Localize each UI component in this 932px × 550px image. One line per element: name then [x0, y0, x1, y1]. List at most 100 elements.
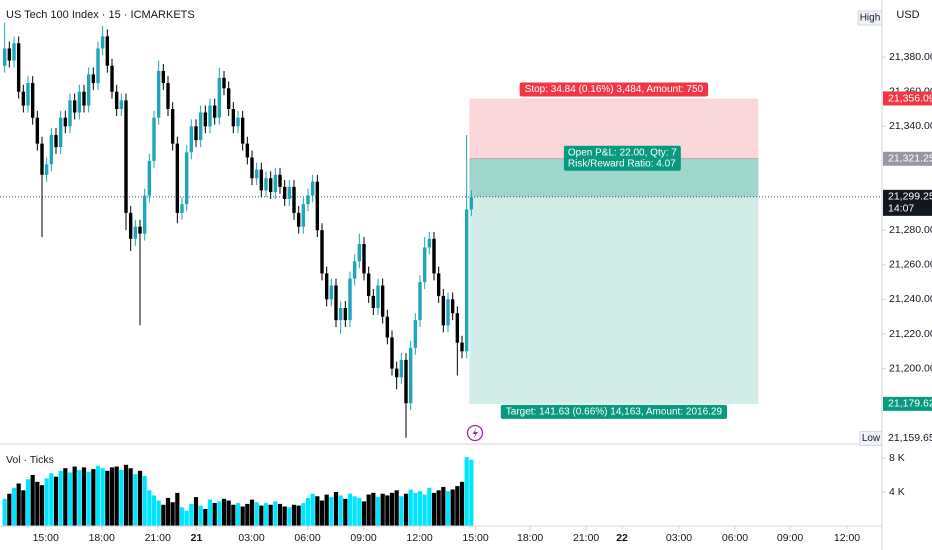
candle-body — [133, 226, 138, 239]
last-price: 21,299.25 — [888, 191, 932, 203]
volume-bar — [371, 492, 376, 526]
candle-body — [464, 209, 469, 352]
volume-bar — [189, 503, 194, 526]
candle-body — [324, 273, 329, 300]
volume-bar — [128, 468, 133, 526]
x-tick-label: 21:00 — [145, 532, 171, 544]
candle-body — [226, 88, 231, 110]
volume-bar — [161, 504, 166, 526]
candle-body — [40, 143, 44, 175]
volume-bar — [436, 490, 441, 526]
target-label-bg — [500, 404, 728, 419]
volume-bar — [329, 497, 334, 526]
volume-bar — [11, 487, 17, 526]
candle-body — [418, 282, 422, 321]
stop-label-bg — [519, 82, 709, 97]
volume-bar — [25, 479, 31, 526]
volume-bar — [184, 510, 189, 526]
candle-body — [315, 181, 320, 231]
candle-body — [152, 117, 156, 161]
candle-body — [469, 197, 474, 210]
volume-bar — [450, 489, 455, 526]
candle-body — [385, 316, 390, 338]
volume-bar — [469, 459, 474, 526]
candle-body — [138, 226, 142, 234]
volume-bar — [455, 486, 460, 526]
x-tick-label: 18:00 — [89, 532, 115, 544]
candle-body — [408, 347, 413, 404]
x-tick-label: 21 — [191, 532, 203, 544]
volume-bar — [357, 497, 362, 526]
stop-price-bg — [883, 91, 932, 106]
volume-bar — [338, 495, 343, 526]
candle-body — [212, 105, 217, 118]
candle-body — [2, 48, 7, 66]
candle-body — [334, 285, 338, 321]
volume-bar — [58, 470, 63, 526]
volume-bar — [427, 487, 432, 526]
candle-body — [175, 143, 180, 213]
candle-body — [236, 117, 240, 127]
candle-body — [217, 77, 222, 118]
candle-body — [259, 169, 264, 191]
volume-bar — [147, 490, 152, 526]
candle-body — [436, 273, 441, 296]
volume-bar — [296, 505, 301, 526]
volume-bar — [91, 469, 96, 526]
volume-bar — [170, 502, 175, 526]
candle-body — [268, 178, 273, 193]
candle-body — [114, 91, 119, 110]
x-tick-label: 09:00 — [777, 532, 803, 544]
volume-bar — [95, 465, 101, 526]
candle-body — [147, 160, 152, 196]
volume-bar — [240, 506, 245, 526]
candle-body — [301, 204, 306, 227]
volume-bar — [123, 464, 129, 526]
x-tick-label: 18:00 — [517, 532, 543, 544]
volume-bar — [366, 494, 371, 526]
candle-body — [194, 126, 198, 141]
candle-body — [254, 169, 259, 179]
volume-bar — [137, 470, 143, 526]
candle-body — [357, 243, 362, 262]
entry-price: 21,321.25 — [888, 153, 932, 165]
x-tick-label: 15:00 — [462, 532, 488, 544]
candle-body — [16, 43, 21, 92]
candle-body — [441, 295, 446, 326]
volume-bar — [305, 497, 311, 526]
candle-body — [460, 342, 464, 352]
volume-bar — [49, 473, 54, 526]
candle-body — [455, 313, 460, 343]
volume-bar — [198, 505, 203, 526]
volume-bar — [133, 474, 138, 526]
volume-bar — [165, 497, 171, 526]
volume-bar — [44, 478, 49, 526]
candle-body — [348, 278, 352, 321]
volume-bar — [394, 490, 399, 526]
volume-bar — [100, 468, 105, 526]
volume-bar — [361, 501, 367, 526]
candle-body — [287, 186, 292, 200]
volume-bar — [464, 457, 469, 526]
x-tick-label: 12:00 — [406, 532, 432, 544]
candle-body — [413, 320, 418, 348]
candle-body — [166, 83, 170, 110]
volume-bar — [445, 491, 451, 526]
candle-body — [376, 285, 380, 309]
volume-bar — [21, 490, 26, 526]
candle-body — [170, 109, 175, 144]
volume-bar — [7, 493, 12, 526]
candle-body — [184, 152, 189, 205]
x-tick-label: 06:00 — [294, 532, 320, 544]
candle-body — [68, 100, 72, 127]
candle-body — [278, 174, 282, 187]
volume-bar — [105, 470, 110, 526]
volume-bar — [259, 505, 264, 526]
volume-bar — [347, 493, 353, 526]
candle-body — [63, 117, 68, 127]
candle-body — [203, 112, 208, 127]
volume-bar — [193, 497, 199, 526]
y-tick-label: 21,280.00 — [889, 224, 932, 236]
target-zone — [469, 158, 759, 404]
candle-body — [222, 77, 226, 89]
